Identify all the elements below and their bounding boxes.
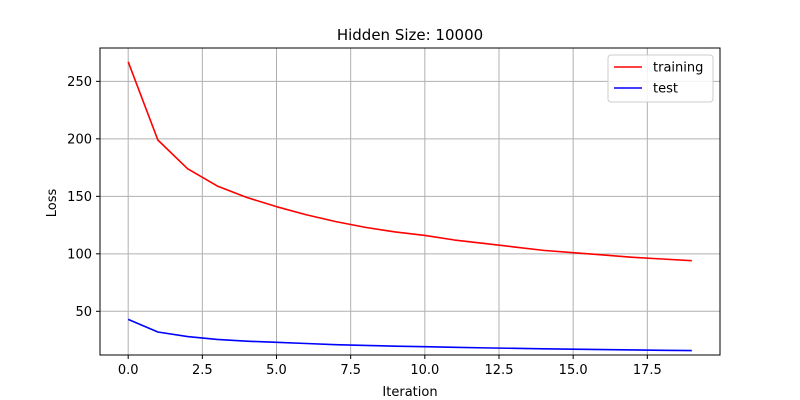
chart-title: Hidden Size: 10000 — [337, 26, 483, 44]
legend-label-training: training — [653, 61, 703, 76]
plot-frame — [99, 47, 721, 356]
series-line-training — [127, 61, 692, 262]
y-tick-label: 250 — [67, 75, 92, 90]
y-tick-label: 50 — [75, 305, 92, 320]
x-tick-label: 10.0 — [410, 363, 439, 378]
x-tick-label: 15.0 — [559, 363, 588, 378]
series-line-test — [127, 318, 692, 352]
x-tick-label: 12.5 — [485, 363, 514, 378]
legend: training test — [607, 54, 714, 103]
series-layer — [127, 61, 692, 352]
x-axis-ticks: 0.0 2.5 5.0 7.5 10.0 12.5 15.0 17.5 — [118, 355, 662, 378]
y-tick-label: 100 — [67, 247, 92, 262]
x-tick-label: 0.0 — [118, 363, 139, 378]
x-tick-label: 5.0 — [266, 363, 287, 378]
x-axis-label: Iteration — [382, 385, 437, 400]
y-axis-ticks: 50 100 150 200 250 — [67, 75, 100, 320]
legend-label-test: test — [653, 82, 678, 97]
y-axis-label: Loss — [45, 189, 60, 218]
x-tick-label: 17.5 — [633, 363, 662, 378]
y-tick-label: 150 — [67, 190, 92, 205]
x-tick-label: 7.5 — [340, 363, 361, 378]
y-tick-label: 200 — [67, 132, 92, 147]
x-tick-label: 2.5 — [192, 363, 213, 378]
